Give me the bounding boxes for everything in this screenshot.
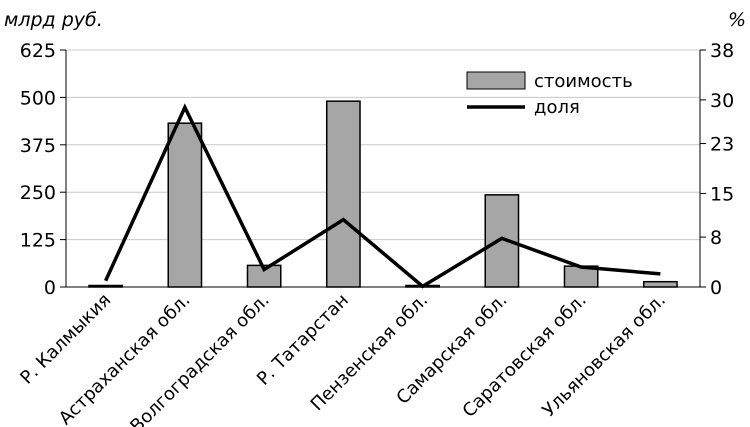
left-tick-label: 250 bbox=[20, 182, 56, 204]
right-axis-unit: % bbox=[728, 9, 746, 31]
legend: стоимость доля bbox=[466, 71, 633, 118]
line-path bbox=[104, 103, 661, 289]
left-axis-ticks: 0 125 250 375 500 625 bbox=[20, 40, 56, 299]
legend-bar-swatch bbox=[466, 71, 526, 90]
line-series bbox=[104, 103, 661, 289]
right-tick-label: 0 bbox=[710, 277, 722, 299]
axes bbox=[60, 49, 706, 288]
right-axis-ticks: 0 8 15 23 30 38 bbox=[710, 40, 734, 299]
category-label: Волгоградская обл. bbox=[126, 290, 273, 427]
right-tick-label: 23 bbox=[710, 134, 734, 156]
left-tick-label: 125 bbox=[20, 230, 56, 252]
left-tick-label: 625 bbox=[20, 40, 56, 62]
legend-line-label: доля bbox=[534, 97, 580, 118]
right-tick-label: 8 bbox=[710, 227, 722, 249]
right-tick-label: 30 bbox=[710, 90, 734, 112]
bar bbox=[642, 280, 678, 288]
left-axis-unit: млрд руб. bbox=[4, 9, 103, 31]
category-label: Астраханская обл. bbox=[55, 290, 195, 427]
legend-bar-label: стоимость bbox=[534, 71, 633, 92]
left-tick-label: 0 bbox=[44, 277, 56, 299]
bar bbox=[167, 122, 203, 288]
right-tick-label: 38 bbox=[710, 40, 734, 62]
left-tick-label: 500 bbox=[20, 87, 56, 109]
bar-series bbox=[88, 100, 678, 288]
bar bbox=[325, 100, 361, 288]
left-tick-label: 375 bbox=[20, 135, 56, 157]
right-tick-label: 15 bbox=[710, 183, 734, 205]
